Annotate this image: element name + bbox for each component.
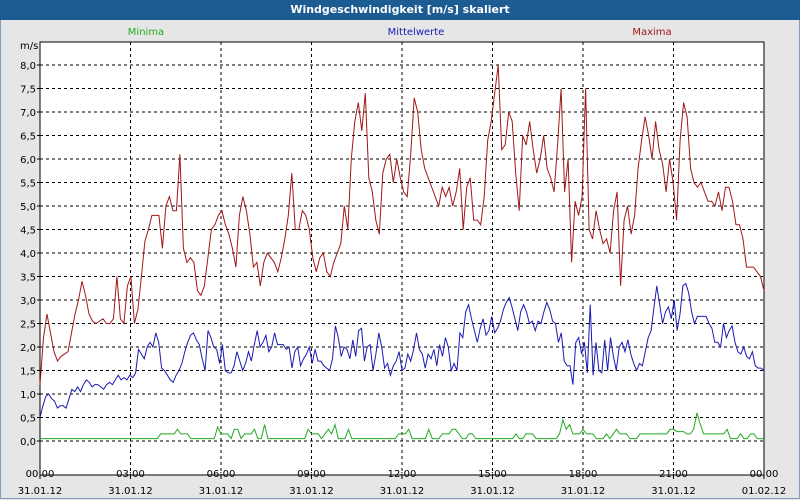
y-tick-label: 6,5 — [20, 132, 36, 143]
legend: Minima Mittelwerte Maxima — [128, 27, 672, 38]
y-axis-label: m/s — [20, 41, 38, 52]
x-tick-date-label: 31.01.12 — [108, 486, 153, 497]
x-tick-time-label: 21:00 — [659, 469, 688, 480]
x-tick-date-label: 31.01.12 — [18, 486, 63, 497]
y-tick-label: 1,5 — [20, 367, 36, 378]
x-tick-time-label: 00:00 — [750, 469, 779, 480]
legend-minima: Minima — [128, 27, 164, 38]
chart-title: Windgeschwindigkeit [m/s] skaliert — [0, 0, 800, 20]
grid — [40, 42, 764, 475]
y-axis: 0,0 0,5 1,0 1,5 2,0 2,5 3,0 3,5 4,0 4,5 5,0 5,5 6,0 6… — [20, 61, 40, 448]
y-tick-label: 1,0 — [20, 390, 36, 401]
legend-maxima: Maxima — [632, 27, 671, 38]
x-tick-time-label: 09:00 — [297, 469, 326, 480]
x-tick-date-label: 01.02.12 — [742, 486, 787, 497]
x-tick-time-label: 12:00 — [388, 469, 417, 480]
x-tick-date-label: 31.01.12 — [561, 486, 606, 497]
y-tick-label: 6,0 — [20, 155, 36, 166]
x-tick-date-label: 31.01.12 — [380, 486, 425, 497]
legend-mittelwerte: Mittelwerte — [388, 27, 445, 38]
y-tick-label: 5,5 — [20, 179, 36, 190]
y-tick-label: 5,0 — [20, 202, 36, 213]
x-tick-date-label: 31.01.12 — [651, 486, 696, 497]
y-tick-label: 7,5 — [20, 85, 36, 96]
series-line-maxima — [39, 64, 765, 385]
y-tick-label: 3,5 — [20, 273, 36, 284]
y-tick-label: 4,0 — [20, 249, 36, 260]
y-tick-label: 2,0 — [20, 343, 36, 354]
y-tick-label: 7,0 — [20, 108, 36, 119]
x-axis: 00:00 31.01.12 03:00 31.01.12 06:00 31.01.12 0… — [18, 469, 787, 497]
y-tick-label: 0,5 — [20, 414, 36, 425]
x-tick-time-label: 03:00 — [116, 469, 145, 480]
x-tick-time-label: 18:00 — [569, 469, 598, 480]
wind-speed-chart: 0,0 0,5 1,0 1,5 2,0 2,5 3,0 3,5 4,0 4,5 5,0 5,5 6,0 6… — [18, 27, 787, 497]
x-tick-time-label: 00:00 — [26, 469, 55, 480]
y-tick-label: 3,0 — [20, 296, 36, 307]
y-tick-label: 4,5 — [20, 226, 36, 237]
x-tick-date-label: 31.01.12 — [289, 486, 334, 497]
x-tick-time-label: 15:00 — [478, 469, 507, 480]
y-tick-label: 2,5 — [20, 320, 36, 331]
series-line-mittelwerte — [39, 282, 765, 418]
x-tick-date-label: 31.01.12 — [199, 486, 244, 497]
y-tick-label: 8,0 — [20, 61, 36, 72]
y-tick-label: 0,0 — [20, 437, 36, 448]
x-tick-date-label: 31.01.12 — [470, 486, 515, 497]
series-group — [39, 64, 765, 440]
x-tick-time-label: 06:00 — [207, 469, 236, 480]
series-line-minima — [40, 412, 764, 440]
